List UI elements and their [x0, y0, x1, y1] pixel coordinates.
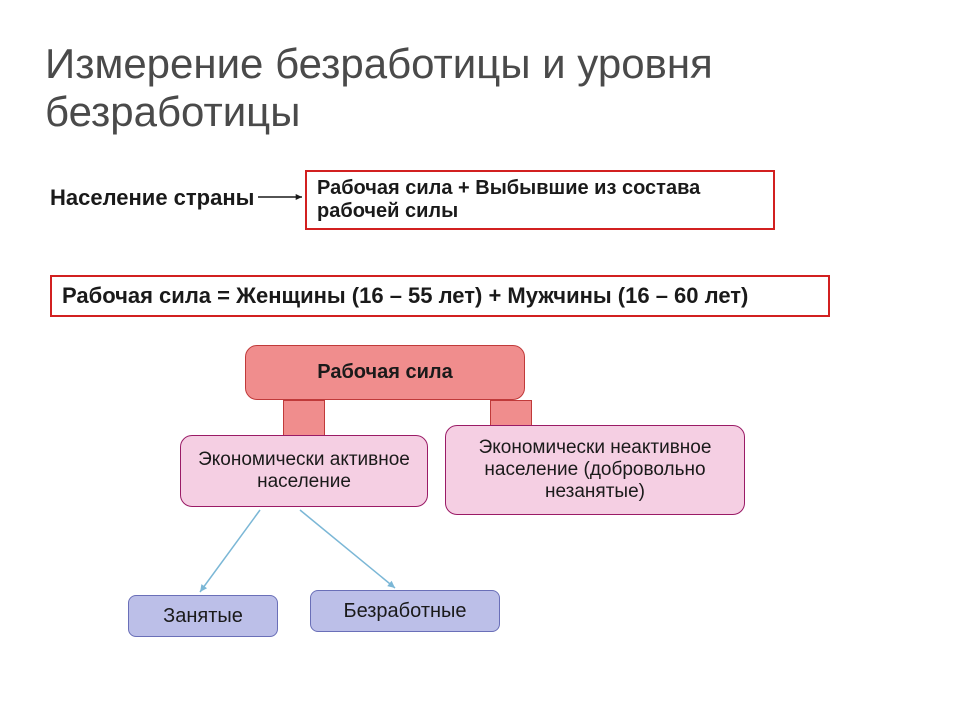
- box-econ-active: Экономически активное население: [180, 435, 428, 507]
- box-econ-inactive: Экономически неактивное население (добро…: [445, 425, 745, 515]
- arrow-population: [246, 185, 314, 209]
- arrow-to-unemployed: [288, 498, 407, 600]
- box-labor-force: Рабочая сила: [245, 345, 525, 400]
- box-composition: Рабочая сила + Выбывшие из состава рабоч…: [305, 170, 775, 230]
- arrow-to-employed: [188, 498, 272, 604]
- population-label: Население страны: [50, 185, 254, 211]
- slide-title: Измерение безработицы и уровня безработи…: [45, 40, 865, 137]
- box-formula: Рабочая сила = Женщины (16 – 55 лет) + М…: [50, 275, 830, 317]
- slide-root: Измерение безработицы и уровня безработи…: [0, 0, 960, 720]
